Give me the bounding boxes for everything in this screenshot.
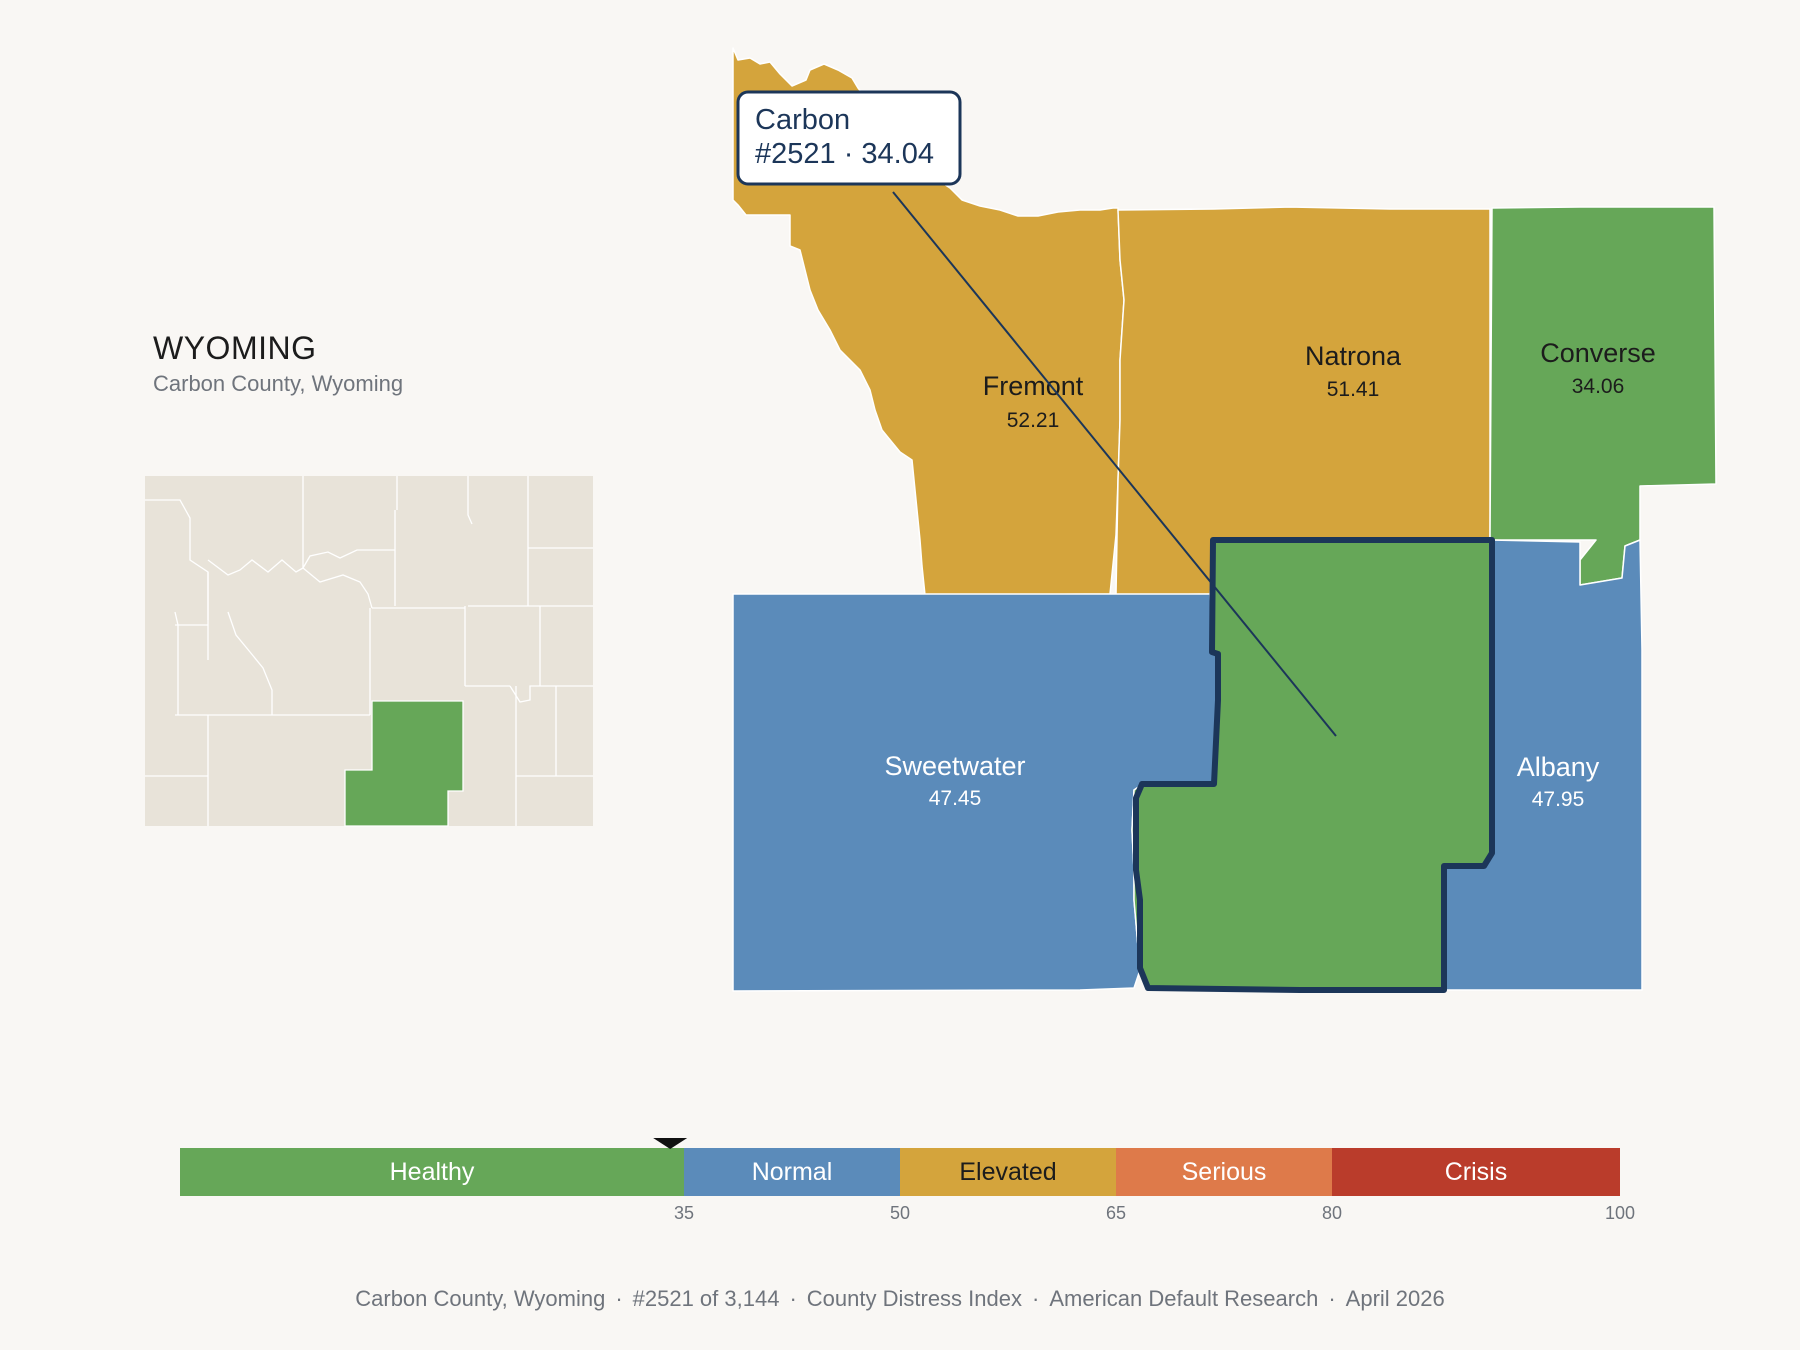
- county-natrona[interactable]: [1115, 206, 1491, 596]
- label-converse-value: 34.06: [1572, 375, 1625, 398]
- inset-state-outline: [145, 476, 593, 826]
- scale-label-normal: Normal: [752, 1158, 833, 1186]
- label-albany-value: 47.95: [1532, 788, 1585, 811]
- footer-separator: ·: [615, 1286, 623, 1311]
- footer-date: April 2026: [1345, 1286, 1445, 1311]
- tooltip-box: [736, 90, 962, 186]
- footer-separator: ·: [1328, 1286, 1336, 1311]
- scale-marker-icon: [653, 1138, 688, 1149]
- footer-separator: ·: [1031, 1286, 1040, 1311]
- scale-label-serious: Serious: [1182, 1158, 1267, 1186]
- tooltip-leader-line: [892, 191, 1337, 737]
- scale-segment-healthy: [180, 1148, 684, 1196]
- scale-tick-35: 35: [674, 1203, 694, 1223]
- footer-county: Carbon County, Wyoming: [355, 1286, 606, 1311]
- footer-rank: #2521 of 3,144: [632, 1286, 780, 1311]
- label-converse-name: Converse: [1540, 338, 1656, 368]
- label-sweetwater-value: 47.45: [929, 787, 982, 810]
- scale-segment-crisis: [1332, 1148, 1620, 1196]
- state-title: WYOMING: [153, 330, 317, 366]
- scale-label-healthy: Healthy: [390, 1158, 475, 1186]
- footer-source: American Default Research: [1049, 1286, 1319, 1311]
- label-sweetwater-name: Sweetwater: [884, 751, 1025, 781]
- state-subtitle: Carbon County, Wyoming: [153, 371, 404, 396]
- scale-segment-elevated: [900, 1148, 1116, 1196]
- label-fremont-value: 52.21: [1007, 409, 1060, 432]
- inset-state-map: [145, 476, 593, 827]
- scale-tick-100: 100: [1605, 1203, 1635, 1223]
- footer-index: County Distress Index: [806, 1286, 1022, 1311]
- label-albany-name: Albany: [1517, 752, 1600, 782]
- scale-label-crisis: Crisis: [1445, 1158, 1508, 1186]
- scale-tick-50: 50: [890, 1203, 910, 1223]
- scale-segment-serious: [1116, 1148, 1332, 1196]
- scale-label-elevated: Elevated: [959, 1158, 1056, 1186]
- label-natrona-name: Natrona: [1305, 341, 1402, 371]
- county-map: [732, 47, 1717, 993]
- scale-tick-80: 80: [1322, 1203, 1342, 1223]
- distress-scale-legend: Healthy Normal Elevated Serious Crisis 35 50 65…: [180, 1138, 1635, 1223]
- tooltip-rank-score: #2521 · 34.04: [755, 138, 934, 170]
- inset-county-borders: [145, 476, 593, 826]
- tooltip-callout: Carbon #2521 · 34.04: [736, 90, 962, 186]
- label-fremont-name: Fremont: [983, 371, 1084, 401]
- inset-carbon-county: [344, 700, 464, 827]
- county-labels: Fremont 52.21 Natrona 51.41 Converse 34.…: [884, 338, 1655, 811]
- footer-separator: ·: [789, 1286, 797, 1311]
- carbon-selected-outline: [1133, 537, 1495, 993]
- footer-credits: Carbon County, Wyoming · #2521 of 3,144 · Co…: [0, 1286, 1800, 1312]
- tooltip-county-name: Carbon: [755, 104, 850, 136]
- scale-tick-65: 65: [1106, 1203, 1126, 1223]
- scale-segment-normal: [684, 1148, 900, 1196]
- label-natrona-value: 51.41: [1327, 378, 1380, 401]
